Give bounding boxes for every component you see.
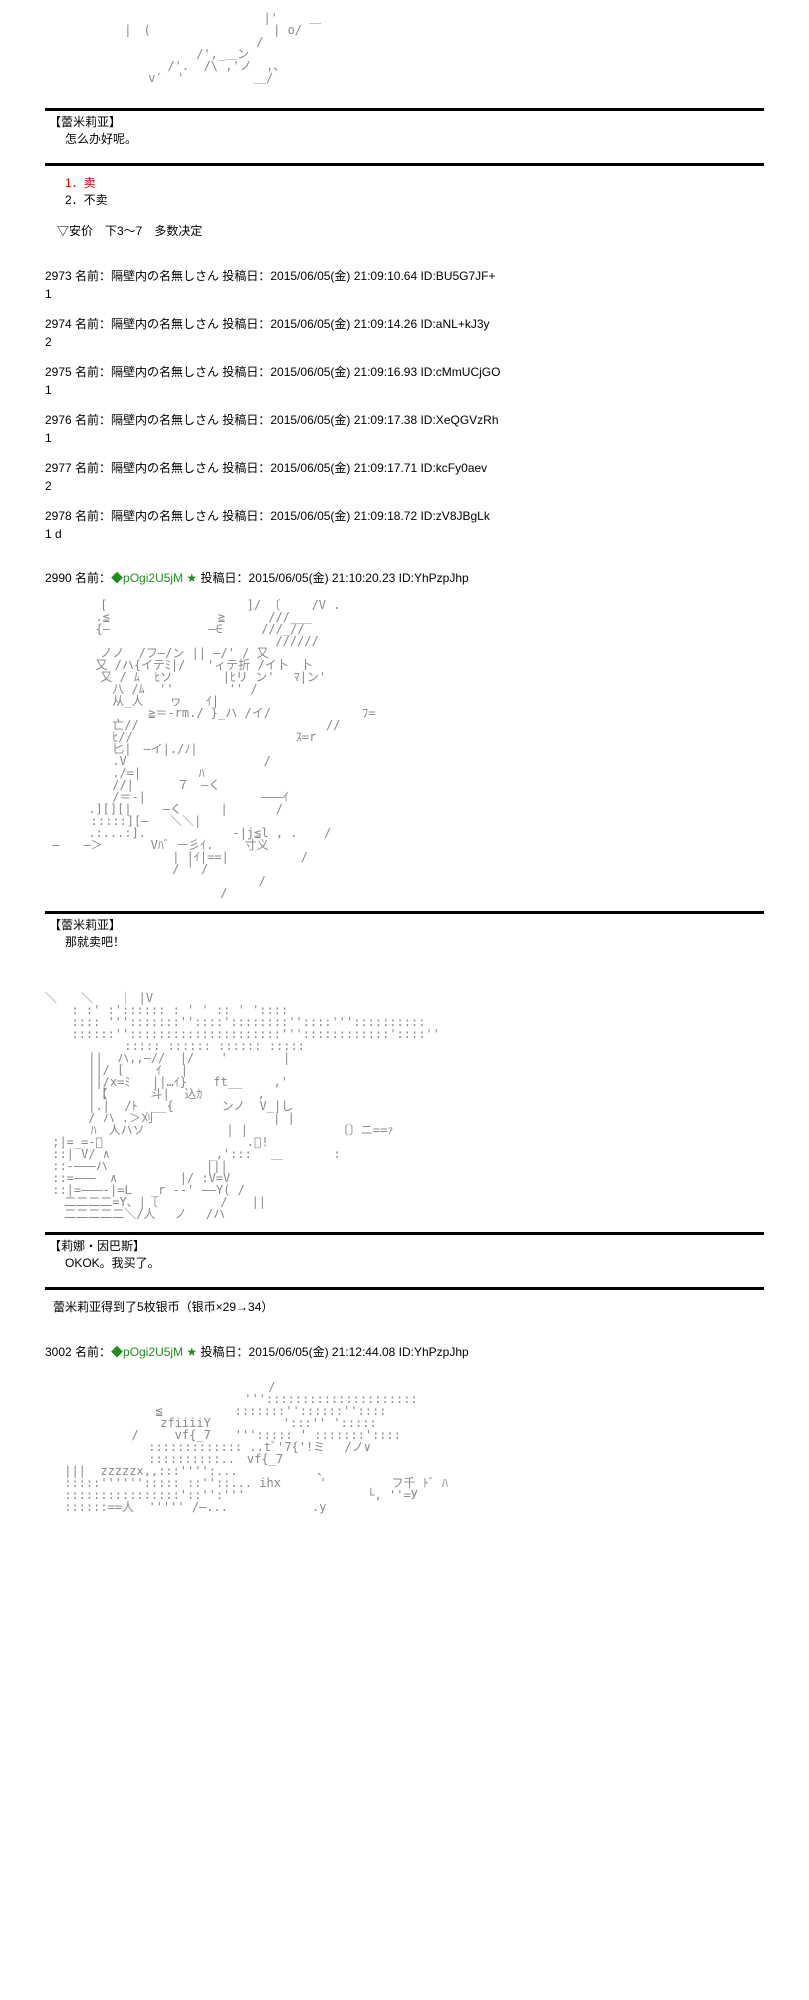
post-date: 2015/06/05(金) 21:12:44.08 [249,1345,396,1359]
divider [45,911,764,914]
post-header: 2973 名前：隔壁内の名無しさん 投稿日：2015/06/05(金) 21:0… [45,267,764,285]
label: ID: [395,571,414,585]
choice-1: 1．卖 [45,174,764,191]
post-header: 2978 名前：隔壁内の名無しさん 投稿日：2015/06/05(金) 21:0… [45,507,764,525]
post-number: 3002 [45,1345,72,1359]
speech-text: 那就卖吧！ [45,933,764,950]
post-body: 2 [45,479,764,493]
tripcode: ◆pOgi2U5jM [111,571,183,585]
post-body: 1 [45,287,764,301]
divider [45,1232,764,1235]
anka-instruction: ▽安价 下3～7 多数决定 [45,222,764,239]
post-header: 2976 名前：隔壁内の名無しさん 投稿日：2015/06/05(金) 21:0… [45,411,764,429]
post-date: 2015/06/05(金) 21:10:20.23 [249,571,396,585]
ascii-art-top: |' ＿ | ( | o/ / /',_＿ン /'. /\ ,'ノ ,、 v′ … [45,12,764,96]
post-number: 2990 [45,571,72,585]
label: 名前： [72,571,111,585]
speaker-name: 【蕾米莉亚】 [45,113,764,130]
speech-text: OKOK。我买了。 [45,1254,764,1271]
post-id: YhPzpJhp [414,1345,469,1359]
label: 投稿日： [197,1345,248,1359]
post-body: 1 d [45,527,764,541]
divider [45,163,764,166]
post-header: 2977 名前：隔壁内の名無しさん 投稿日：2015/06/05(金) 21:0… [45,459,764,477]
post-id: YhPzpJhp [414,571,469,585]
label: ID: [395,1345,414,1359]
speaker-name: 【莉娜・因巴斯】 [45,1237,764,1254]
tripcode: ◆pOgi2U5jM [111,1345,183,1359]
post-header-3002: 3002 名前：◆pOgi2U5jM ★ 投稿日：2015/06/05(金) 2… [45,1343,764,1361]
ascii-art-remilia: [ ]/ 〔 /V . .≦ ≧ ///___ {― ―∈ ///_// ///… [45,599,764,899]
speech-text: 怎么办好呢。 [45,130,764,147]
post-body: 1 [45,431,764,445]
post-body: 2 [45,335,764,349]
ascii-art-bottom: / '''::::::::::::::::::::: ≦ :::::::''::… [45,1381,764,1513]
speaker-name: 【蕾米莉亚】 [45,916,764,933]
divider [45,108,764,111]
post-header-2990: 2990 名前：◆pOgi2U5jM ★ 投稿日：2015/06/05(金) 2… [45,569,764,587]
post-header: 2974 名前：隔壁内の名無しさん 投稿日：2015/06/05(金) 21:0… [45,315,764,333]
ascii-art-lina: ＼ ＼ ｜ |V : :' :':::::: : ' ' :: ' ':::: … [45,992,764,1220]
result-text: 蕾米莉亚得到了5枚银币（银币×29→34） [45,1298,764,1315]
star-icon: ★ [186,571,197,585]
label: 投稿日： [197,571,248,585]
choice-2: 2．不卖 [45,191,764,208]
post-header: 2975 名前：隔壁内の名無しさん 投稿日：2015/06/05(金) 21:0… [45,363,764,381]
star-icon: ★ [186,1345,197,1359]
divider [45,1287,764,1290]
post-body: 1 [45,383,764,397]
label: 名前： [72,1345,111,1359]
